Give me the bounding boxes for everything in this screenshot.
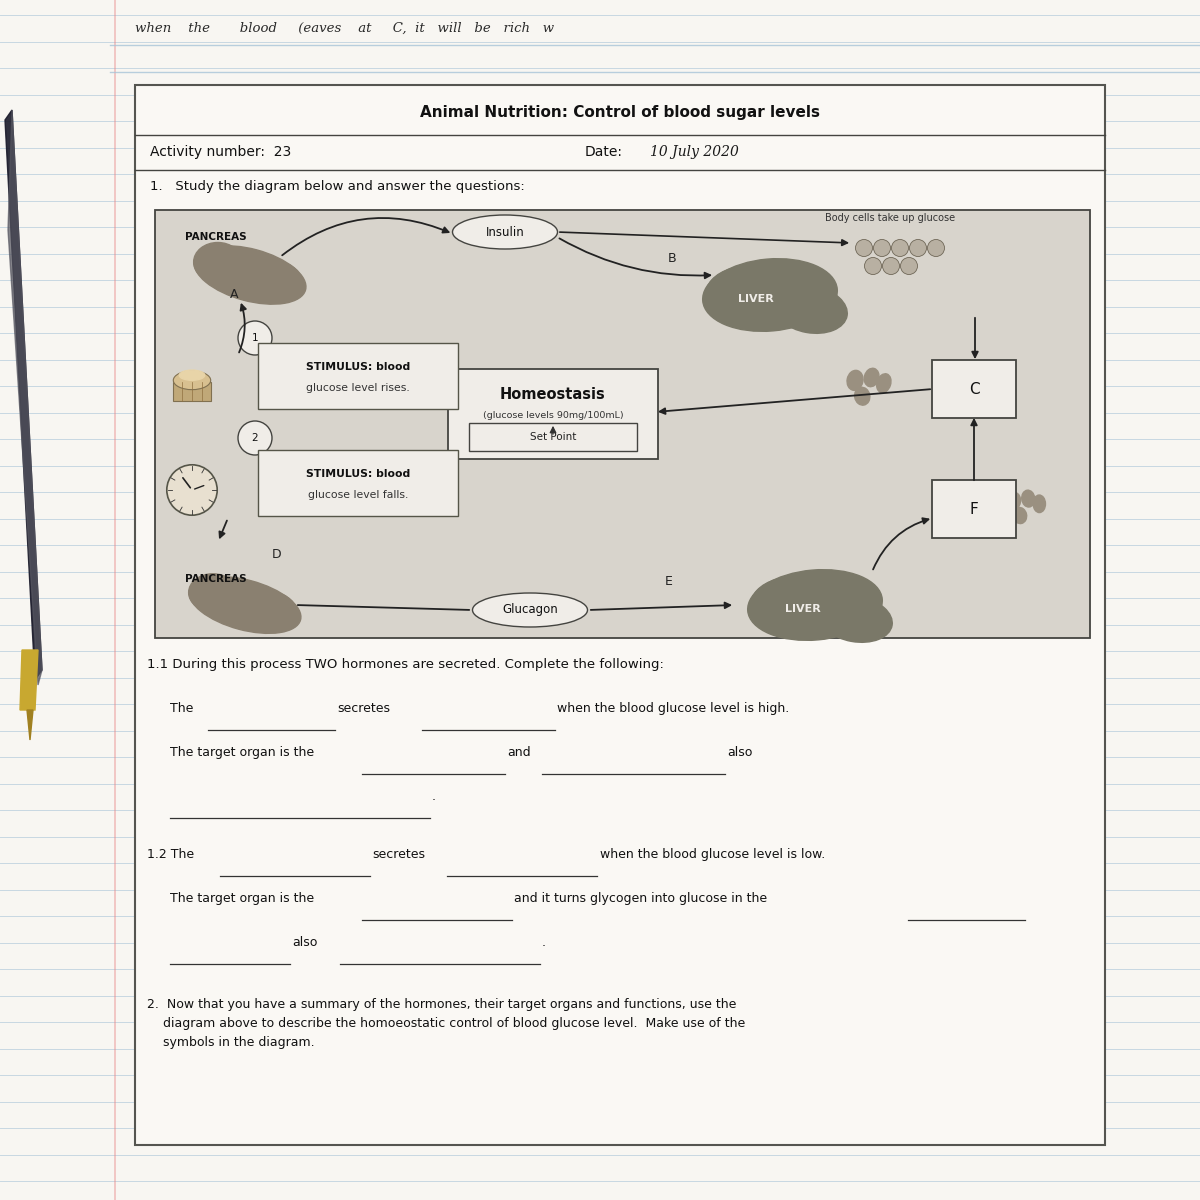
Text: 2.  Now that you have a summary of the hormones, their target organs and functio: 2. Now that you have a summary of the ho… — [148, 998, 745, 1049]
Text: C: C — [968, 382, 979, 396]
Ellipse shape — [194, 246, 306, 304]
FancyBboxPatch shape — [173, 382, 211, 401]
Text: when the blood glucose level is low.: when the blood glucose level is low. — [600, 848, 826, 862]
Text: glucose level falls.: glucose level falls. — [308, 490, 408, 500]
Ellipse shape — [188, 574, 236, 611]
Text: Homeostasis: Homeostasis — [500, 388, 606, 402]
FancyBboxPatch shape — [134, 85, 1105, 1145]
Text: PANCREAS: PANCREAS — [185, 574, 247, 584]
Circle shape — [238, 421, 272, 455]
Text: Date:: Date: — [586, 145, 623, 158]
Text: when the blood glucose level is high.: when the blood glucose level is high. — [557, 702, 790, 715]
Ellipse shape — [748, 570, 882, 641]
Ellipse shape — [751, 578, 811, 618]
Text: 1.2 The: 1.2 The — [148, 848, 194, 862]
Text: The target organ is the: The target organ is the — [170, 746, 318, 760]
Text: .: . — [432, 790, 436, 803]
Ellipse shape — [179, 370, 205, 380]
Ellipse shape — [1021, 491, 1034, 506]
Circle shape — [874, 240, 890, 257]
Text: and it turns glycogen into glucose in the: and it turns glycogen into glucose in th… — [514, 892, 767, 905]
FancyBboxPatch shape — [258, 450, 458, 516]
Text: secretes: secretes — [337, 702, 390, 715]
Text: 1.1 During this process TWO hormones are secreted. Complete the following:: 1.1 During this process TWO hormones are… — [148, 658, 664, 671]
Ellipse shape — [847, 371, 863, 390]
Ellipse shape — [877, 373, 890, 392]
Circle shape — [238, 322, 272, 355]
Text: Activity number:  23: Activity number: 23 — [150, 145, 292, 158]
Ellipse shape — [258, 593, 296, 628]
Text: Insulin: Insulin — [486, 226, 524, 239]
Ellipse shape — [707, 268, 766, 308]
FancyBboxPatch shape — [448, 370, 658, 458]
Polygon shape — [20, 650, 38, 710]
Circle shape — [856, 240, 872, 257]
Ellipse shape — [173, 371, 211, 390]
Ellipse shape — [1006, 492, 1021, 510]
Text: D: D — [272, 548, 282, 560]
Ellipse shape — [864, 368, 878, 386]
Text: A: A — [230, 288, 239, 301]
Text: E: E — [665, 575, 673, 588]
Ellipse shape — [452, 215, 558, 248]
Text: STIMULUS: blood: STIMULUS: blood — [306, 362, 410, 372]
Circle shape — [892, 240, 908, 257]
Ellipse shape — [193, 242, 242, 282]
Polygon shape — [28, 710, 34, 740]
Ellipse shape — [1013, 508, 1027, 523]
Text: Animal Nutrition: Control of blood sugar levels: Animal Nutrition: Control of blood sugar… — [420, 104, 820, 120]
FancyBboxPatch shape — [932, 480, 1016, 538]
Text: F: F — [970, 502, 978, 516]
Circle shape — [928, 240, 944, 257]
Text: LIVER: LIVER — [785, 604, 821, 614]
Circle shape — [882, 258, 900, 275]
Text: PANCREAS: PANCREAS — [185, 232, 247, 242]
FancyBboxPatch shape — [155, 210, 1090, 638]
Text: and: and — [508, 746, 530, 760]
Text: Set Point: Set Point — [530, 432, 576, 442]
Text: The target organ is the: The target organ is the — [170, 892, 318, 905]
Text: Glucagon: Glucagon — [502, 604, 558, 617]
Text: .: . — [542, 936, 546, 949]
Text: B: B — [668, 252, 677, 265]
Text: secretes: secretes — [372, 848, 425, 862]
Ellipse shape — [1033, 496, 1045, 512]
Circle shape — [910, 240, 926, 257]
Ellipse shape — [263, 263, 301, 298]
Text: Body cells take up glucose: Body cells take up glucose — [824, 214, 955, 223]
Circle shape — [167, 464, 217, 515]
FancyBboxPatch shape — [258, 343, 458, 409]
Circle shape — [864, 258, 882, 275]
Ellipse shape — [774, 286, 847, 334]
Ellipse shape — [818, 595, 893, 642]
Text: when    the       blood     (eaves    at     C,  it   will   be   rich   w: when the blood (eaves at C, it will be r… — [134, 22, 554, 35]
Text: also: also — [727, 746, 752, 760]
Polygon shape — [5, 110, 42, 680]
Ellipse shape — [854, 388, 870, 406]
Polygon shape — [8, 110, 42, 685]
Text: also: also — [292, 936, 317, 949]
Text: 10 July 2020: 10 July 2020 — [650, 145, 739, 158]
Ellipse shape — [703, 259, 838, 331]
Text: 1: 1 — [252, 334, 258, 343]
FancyBboxPatch shape — [932, 360, 1016, 418]
Text: 1.   Study the diagram below and answer the questions:: 1. Study the diagram below and answer th… — [150, 180, 524, 193]
Text: 2: 2 — [252, 433, 258, 443]
Text: LIVER: LIVER — [738, 294, 774, 304]
Text: The: The — [170, 702, 197, 715]
Circle shape — [900, 258, 918, 275]
FancyBboxPatch shape — [469, 422, 637, 451]
Ellipse shape — [190, 577, 301, 634]
Text: glucose level rises.: glucose level rises. — [306, 383, 410, 394]
Ellipse shape — [473, 593, 588, 626]
Text: (glucose levels 90mg/100mL): (glucose levels 90mg/100mL) — [482, 410, 623, 420]
Text: STIMULUS: blood: STIMULUS: blood — [306, 469, 410, 479]
